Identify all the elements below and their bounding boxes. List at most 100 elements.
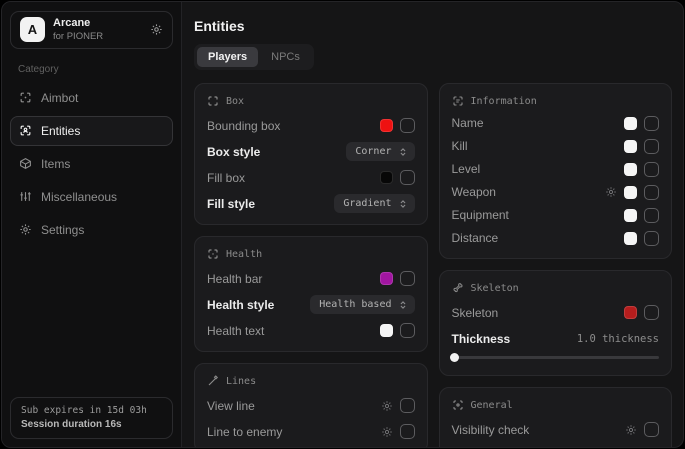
setting-row: Fill style Gradient (207, 194, 415, 213)
checkbox[interactable] (644, 305, 659, 320)
checkbox[interactable] (399, 118, 415, 133)
panel-health: Health Health bar Health style H (194, 236, 428, 352)
setting-label: Kill (451, 139, 468, 153)
slider-thumb[interactable] (449, 353, 459, 362)
setting-label: Skeleton (451, 305, 499, 320)
color-swatch[interactable] (379, 119, 393, 132)
dropdown-value: Corner (355, 146, 392, 157)
gear-icon[interactable] (381, 400, 393, 412)
setting-label: Line to enemy (207, 424, 283, 439)
crosshair-scan-icon (19, 91, 32, 104)
slider-value: 1.0 thickness (576, 332, 659, 345)
setting-row: Weapon (452, 184, 659, 200)
panel-title-text: Information (470, 95, 537, 107)
dropdown-value: Gradient (343, 198, 392, 209)
brand-subtitle: for PIONER (53, 30, 104, 42)
color-swatch[interactable] (379, 324, 393, 337)
brand-card: A Arcane for PIONER (10, 11, 173, 49)
setting-row: Name (451, 115, 659, 131)
checkbox[interactable] (644, 115, 659, 131)
gear-icon[interactable] (150, 23, 163, 36)
tab-npcs[interactable]: NPCs (271, 51, 300, 63)
gear-icon[interactable] (605, 186, 617, 198)
setting-label: Name (451, 116, 484, 130)
sub-expires-text: Sub expires in 15d 03h (21, 405, 147, 416)
setting-label: Health bar (207, 271, 263, 286)
slider-label-row: Thickness 1.0 thickness (452, 331, 660, 346)
setting-label: Visibility check (451, 422, 530, 437)
setting-row: Distance (451, 230, 659, 246)
setting-label: Distance (451, 231, 499, 245)
subscription-card: Sub expires in 15d 03h Session duration … (10, 397, 173, 439)
setting-label: View line (207, 398, 255, 413)
panel-skeleton: Skeleton Skeleton Thickness 1.0 thicknes… (438, 270, 672, 376)
color-swatch[interactable] (624, 208, 637, 222)
setting-row: Health bar (207, 271, 415, 286)
bone-icon (452, 282, 464, 294)
setting-row: Visibility check (451, 422, 659, 437)
color-swatch[interactable] (379, 272, 393, 285)
color-swatch[interactable] (624, 162, 637, 176)
panel-title-text: Health (226, 248, 263, 260)
package-box-icon (19, 157, 32, 170)
session-duration-text: Session duration 16s (21, 419, 122, 430)
sidebar-item-items[interactable]: Items (10, 149, 173, 179)
fill-style-dropdown[interactable]: Gradient (334, 194, 415, 213)
pencil-line-icon (207, 375, 219, 387)
sidebar-item-settings[interactable]: Settings (10, 215, 173, 245)
panel-title-text: Box (226, 95, 245, 107)
setting-label: Level (451, 162, 481, 176)
checkbox[interactable] (399, 424, 415, 439)
setting-row: View line (207, 398, 415, 413)
main-content: Entities Players NPCs Box (182, 2, 683, 447)
color-swatch[interactable] (379, 171, 393, 184)
setting-label: Health text (207, 323, 265, 338)
checkbox[interactable] (399, 271, 415, 286)
panel-information: Information Name Kill (438, 83, 672, 259)
panel-title-text: Skeleton (470, 282, 519, 294)
tab-players[interactable]: Players (197, 47, 259, 67)
checkbox[interactable] (399, 170, 415, 185)
panel-general: General Visibility check Max distance (438, 387, 672, 447)
checkbox[interactable] (644, 422, 659, 437)
sidebar-item-aimbot[interactable]: Aimbot (10, 83, 173, 113)
panel-lines: Lines View line Line to enemy (194, 363, 428, 447)
color-swatch[interactable] (624, 139, 637, 153)
box-style-dropdown[interactable]: Corner (346, 142, 415, 161)
panel-title-text: Lines (226, 375, 257, 387)
setting-row: Line to enemy (207, 424, 415, 439)
entity-scan-icon (19, 124, 32, 137)
color-swatch[interactable] (624, 231, 637, 245)
sidebar-item-miscellaneous[interactable]: Miscellaneous (10, 182, 173, 212)
checkbox[interactable] (399, 323, 415, 338)
panel-header: General (452, 399, 660, 411)
checkbox[interactable] (644, 161, 659, 177)
setting-label: Bounding box (207, 118, 281, 133)
chevrons-up-down-icon (398, 300, 408, 310)
panel-header: Skeleton (452, 282, 660, 294)
gear-icon[interactable] (381, 426, 393, 438)
scan-corners-icon (207, 95, 219, 107)
slider-track[interactable] (451, 356, 659, 359)
checkbox[interactable] (399, 398, 415, 413)
thickness-slider[interactable] (449, 353, 659, 362)
sidebar-item-entities[interactable]: Entities (10, 115, 173, 146)
sidebar-item-label: Items (41, 156, 71, 171)
brand-logo: A (20, 17, 45, 43)
gear-icon[interactable] (625, 424, 637, 436)
health-style-dropdown[interactable]: Health based (310, 295, 415, 314)
panel-header: Box (207, 95, 415, 107)
color-swatch[interactable] (624, 306, 637, 319)
checkbox[interactable] (644, 184, 659, 200)
color-swatch[interactable] (624, 116, 637, 130)
checkbox[interactable] (644, 207, 659, 223)
checkbox[interactable] (644, 230, 659, 246)
setting-row: Fill box (207, 170, 415, 185)
gear-icon (19, 223, 32, 236)
sliders-icon (19, 190, 32, 203)
setting-label: Equipment (451, 208, 509, 222)
checkbox[interactable] (644, 138, 659, 154)
color-swatch[interactable] (624, 185, 637, 199)
sidebar-item-label: Entities (41, 123, 81, 138)
